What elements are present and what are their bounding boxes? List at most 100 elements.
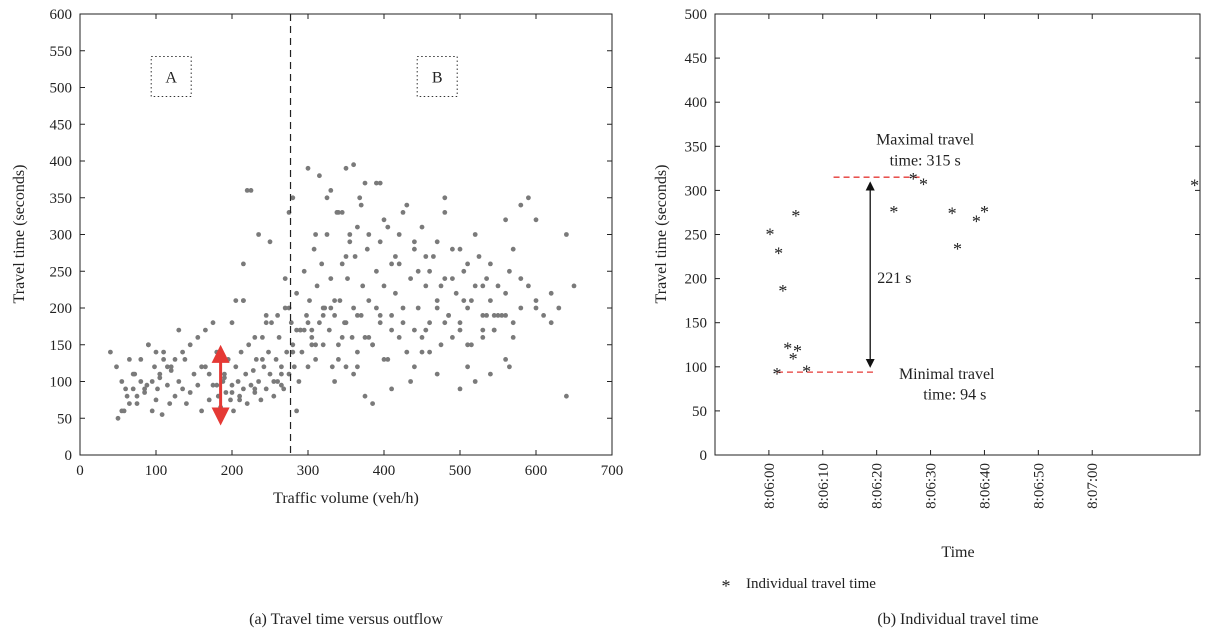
data-point — [235, 379, 241, 384]
data-point — [396, 261, 402, 267]
data-point — [256, 379, 261, 384]
data-point — [343, 254, 349, 259]
x-tick-label: 8:06:30 — [924, 463, 940, 509]
data-point — [246, 342, 252, 348]
data-point: * — [909, 169, 918, 189]
x-tick-label: 0 — [76, 463, 84, 479]
data-point — [385, 357, 391, 362]
data-point — [343, 165, 349, 171]
data-point — [503, 290, 508, 296]
data-point — [339, 261, 345, 267]
y-tick-label: 400 — [50, 154, 73, 170]
data-point: * — [783, 339, 792, 359]
data-point — [180, 349, 186, 355]
data-point — [374, 268, 379, 274]
data-point — [332, 313, 337, 318]
y-tick-label: 0 — [65, 448, 73, 464]
data-point — [434, 239, 440, 245]
data-point — [263, 386, 269, 392]
data-point — [336, 342, 341, 348]
legend-marker: * — [722, 576, 731, 596]
data-point — [229, 390, 235, 395]
data-point — [457, 246, 463, 252]
data-point — [258, 397, 264, 403]
data-point — [294, 327, 299, 333]
data-point — [261, 364, 267, 370]
data-point — [510, 246, 516, 252]
data-point — [324, 195, 330, 201]
data-point — [472, 283, 478, 289]
x-tick-label: 8:06:00 — [762, 463, 778, 509]
data-point — [571, 283, 577, 289]
data-point — [167, 401, 173, 406]
data-point — [396, 232, 402, 237]
data-point — [450, 335, 455, 340]
data-point — [155, 386, 160, 392]
data-point — [305, 165, 311, 171]
min-label-line1: Minimal travel — [899, 366, 995, 383]
data-point — [263, 313, 269, 318]
data-point — [427, 349, 432, 355]
data-point — [366, 335, 372, 340]
data-point — [381, 217, 387, 223]
data-point — [362, 393, 368, 399]
data-point — [503, 217, 508, 223]
x-tick-label: 100 — [145, 463, 168, 479]
x-tick-label: 8:06:20 — [870, 463, 886, 509]
data-point — [423, 254, 429, 259]
data-point — [250, 368, 256, 373]
x-tick-label: 200 — [221, 463, 244, 479]
region-label-box — [150, 55, 192, 97]
data-point — [351, 162, 356, 168]
data-point — [358, 202, 364, 208]
data-point — [364, 246, 370, 252]
data-point — [465, 342, 470, 348]
data-point — [408, 379, 413, 384]
data-point — [457, 327, 463, 333]
legend-entry: Individual travel time — [746, 576, 876, 592]
data-point — [260, 357, 265, 362]
data-point — [124, 393, 130, 399]
data-point — [404, 202, 410, 208]
data-point — [507, 268, 512, 274]
y-tick-label: 0 — [700, 448, 708, 464]
data-point — [134, 393, 140, 399]
data-point — [381, 283, 387, 289]
data-point — [412, 246, 417, 252]
data-point: * — [772, 364, 781, 384]
data-point — [231, 408, 236, 414]
region-label-box — [416, 55, 458, 97]
data-point: * — [980, 202, 989, 222]
data-point — [377, 320, 383, 326]
data-point — [491, 327, 497, 333]
data-point — [142, 390, 148, 395]
data-point — [355, 313, 360, 318]
data-point: * — [953, 239, 962, 259]
data-point — [442, 195, 448, 201]
data-point — [165, 382, 170, 388]
y-tick-label: 150 — [685, 316, 708, 332]
y-tick-label: 350 — [50, 191, 73, 207]
data-point — [355, 364, 360, 370]
data-point — [130, 371, 136, 377]
data-point — [419, 349, 425, 355]
data-point — [309, 342, 315, 348]
data-point — [248, 382, 254, 388]
data-point — [412, 239, 417, 245]
data-point — [337, 298, 343, 303]
data-point — [326, 327, 332, 333]
data-point — [465, 261, 470, 267]
data-point — [450, 246, 455, 252]
data-point — [165, 364, 170, 370]
data-point — [172, 393, 178, 399]
data-point — [263, 320, 269, 326]
data-point — [273, 357, 279, 362]
data-point — [533, 305, 539, 311]
data-point — [564, 232, 569, 237]
data-point — [301, 268, 307, 274]
data-point — [187, 390, 193, 395]
data-point — [419, 224, 425, 230]
data-point — [225, 357, 231, 362]
data-point — [472, 379, 478, 384]
